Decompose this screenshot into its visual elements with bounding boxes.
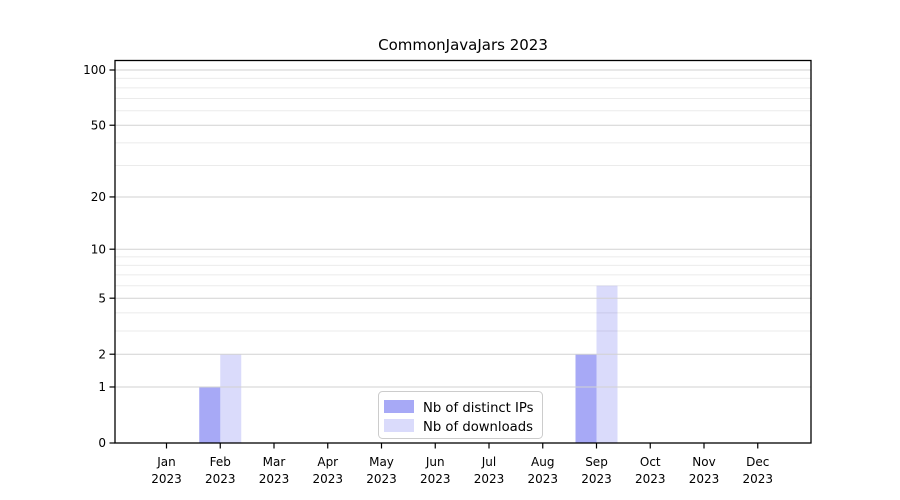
x-tick-label: May 2023 bbox=[366, 455, 397, 486]
bar bbox=[596, 285, 618, 443]
y-tick-label: 10 bbox=[91, 242, 106, 256]
y-tick-label: 20 bbox=[91, 190, 106, 204]
y-tick-label: 5 bbox=[98, 291, 106, 305]
bar bbox=[575, 354, 597, 443]
x-tick-label: Jan 2023 bbox=[151, 455, 182, 486]
x-tick-label: Oct 2023 bbox=[635, 455, 666, 486]
y-tick-label: 100 bbox=[83, 63, 106, 77]
legend-swatch-downloads bbox=[384, 419, 414, 432]
x-tick-label: Mar 2023 bbox=[259, 455, 290, 486]
bar bbox=[220, 354, 242, 443]
plot-border bbox=[114, 59, 812, 444]
minor-gridlines bbox=[115, 77, 811, 332]
legend: Nb of distinct IPs Nb of downloads bbox=[378, 391, 543, 439]
x-tick-label: Apr 2023 bbox=[312, 455, 343, 486]
legend-label-distinct-ips: Nb of distinct IPs bbox=[423, 401, 534, 416]
x-tick-label: Jun 2023 bbox=[420, 455, 451, 486]
y-tick-label: 2 bbox=[98, 347, 106, 361]
y-tick-label: 50 bbox=[91, 118, 106, 132]
major-gridlines bbox=[115, 69, 811, 388]
legend-box bbox=[378, 391, 543, 439]
x-tick-label: Nov 2023 bbox=[689, 455, 720, 486]
y-tick-label: 0 bbox=[98, 436, 106, 450]
legend-swatch-distinct-ips bbox=[384, 400, 414, 413]
bar bbox=[199, 386, 221, 443]
x-tick-label: Dec 2023 bbox=[742, 455, 773, 486]
x-tick-label: Aug 2023 bbox=[527, 455, 558, 486]
x-tick-label: Feb 2023 bbox=[205, 455, 236, 486]
x-tick-label: Jul 2023 bbox=[474, 455, 505, 486]
bars-group bbox=[199, 285, 618, 443]
y-tick-label: 1 bbox=[98, 380, 106, 394]
x-tick-label: Sep 2023 bbox=[581, 455, 612, 486]
chart-title: CommonJavaJars 2023 bbox=[378, 36, 548, 54]
y-axis-ticks: 0 1 2 5 10 20 50 100 bbox=[83, 63, 115, 450]
legend-label-downloads: Nb of downloads bbox=[423, 420, 533, 435]
x-axis-ticks: Jan 2023 Feb 2023 Mar 2023 Apr 2023 May 2023 Jun 20… bbox=[151, 443, 773, 486]
axes-spines bbox=[114, 59, 812, 444]
